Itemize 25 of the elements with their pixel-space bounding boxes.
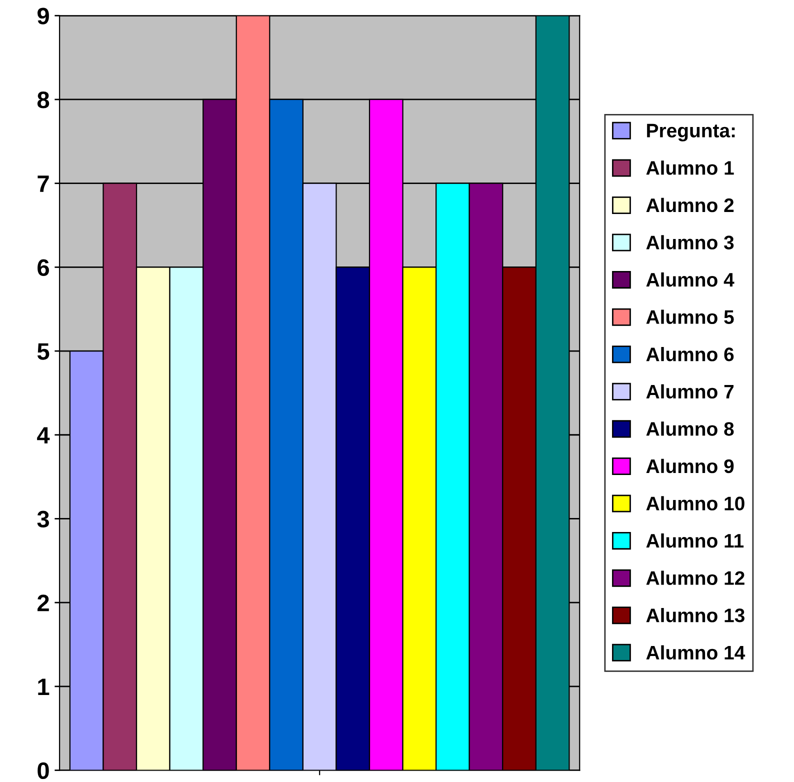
legend-label: Alumno 3 xyxy=(646,235,734,250)
y-tick-label: 8 xyxy=(37,92,50,108)
y-tick-label: 7 xyxy=(38,176,49,192)
legend-label: Alumno 9 xyxy=(646,458,734,474)
legend-label: Pregunta: xyxy=(647,124,735,142)
legend-label: Alumno 12 xyxy=(646,570,744,585)
y-tick-label: 2 xyxy=(38,594,49,612)
y-tick-label: 5 xyxy=(37,343,50,360)
y-tick-label: 1 xyxy=(38,678,50,695)
legend-label: Alumno 10 xyxy=(646,496,744,510)
legend-label: Alumno 7 xyxy=(646,384,734,399)
y-tick-label: 4 xyxy=(37,427,50,444)
y-tick-label: 0 xyxy=(38,762,49,780)
legend-label: Alumno 8 xyxy=(646,422,734,436)
y-tick-label: 9 xyxy=(38,8,49,24)
y-tick-label: 3 xyxy=(37,510,49,528)
y-tick-label: 6 xyxy=(38,259,49,276)
legend-label: Alumno 2 xyxy=(646,198,734,212)
legend-label: Alumno 13 xyxy=(646,608,744,622)
legend-label: Alumno 1 xyxy=(646,160,734,175)
legend-label: Alumno 4 xyxy=(646,272,734,287)
legend-label: Alumno 6 xyxy=(646,346,734,362)
legend-label: Alumno 14 xyxy=(646,645,746,660)
legend-label: Alumno 11 xyxy=(646,533,744,548)
legend-label: Alumno 5 xyxy=(646,310,734,324)
